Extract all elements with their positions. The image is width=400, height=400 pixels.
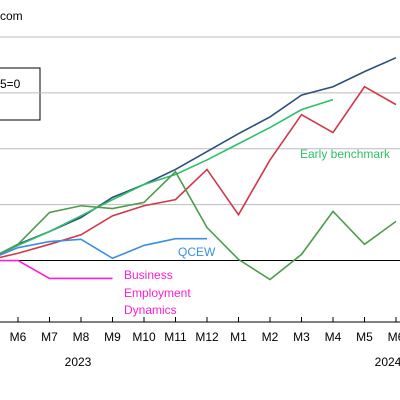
annotation: Early benchmark (300, 147, 391, 161)
note: com (0, 9, 23, 23)
x-tick-label: M6 (10, 330, 27, 344)
x-tick-label: M1 (230, 330, 247, 344)
year-label: 2024 (375, 355, 400, 369)
x-tick-label: M6 (388, 330, 400, 344)
plot (0, 36, 400, 281)
note: 5=0 (0, 77, 21, 91)
x-tick-label: M5 (356, 330, 373, 344)
annotation: Employment (124, 286, 191, 300)
x-tick-label: M4 (325, 330, 342, 344)
annotation: QCEW (178, 245, 216, 259)
year-label: 2023 (65, 355, 92, 369)
x-tick-label: M12 (195, 330, 219, 344)
x-tick-label: M7 (41, 330, 58, 344)
line (0, 237, 207, 260)
line (0, 98, 334, 255)
annotation: Dynamics (124, 303, 177, 317)
legend-box (0, 67, 41, 121)
x-tick-label: M8 (73, 330, 90, 344)
x-tick-label: M11 (164, 330, 187, 344)
line (0, 85, 397, 259)
line (0, 259, 113, 280)
x-tick-label: M9 (104, 330, 121, 344)
annotation: Business (124, 268, 173, 282)
x-tick-label: M3 (293, 330, 310, 344)
line (0, 170, 397, 281)
x-tick-label: M2 (262, 330, 279, 344)
x-tick-label: M10 (132, 330, 156, 344)
